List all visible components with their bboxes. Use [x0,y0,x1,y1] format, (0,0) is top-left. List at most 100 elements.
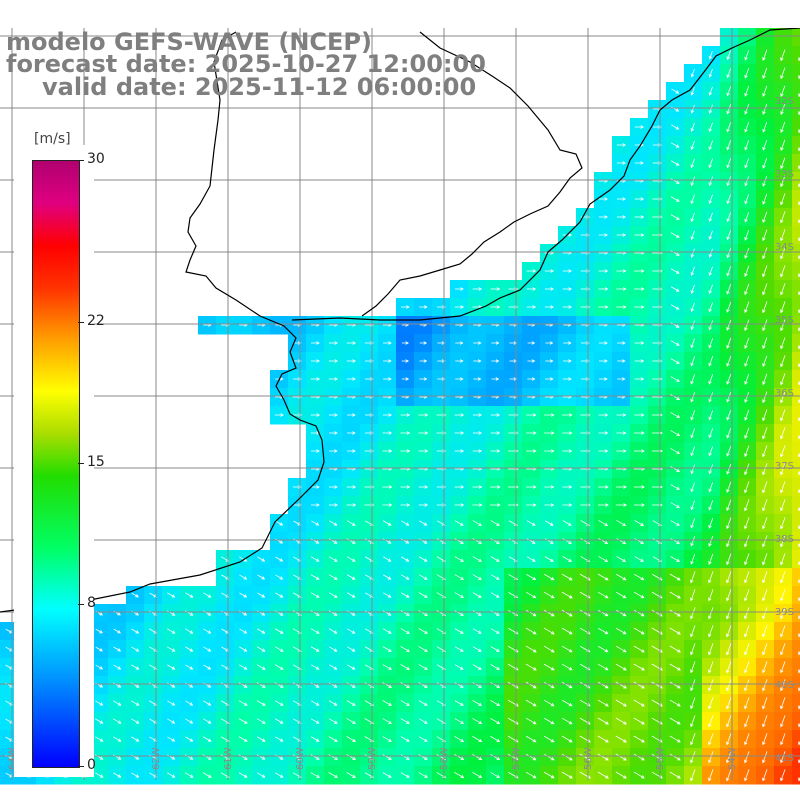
wind-arrow [615,717,627,725]
wind-arrow [401,556,410,562]
wind-arrow [455,341,464,345]
wind-arrow [185,736,194,742]
wind-arrow [544,573,555,581]
wind-arrow [726,499,732,512]
wind-arrow [726,589,732,602]
wind-arrow [454,503,465,507]
wind-arrow [708,661,714,674]
wind-speed-cell [792,64,800,83]
wind-arrow [221,646,230,652]
wind-arrow [490,520,500,526]
wind-arrow [633,681,645,689]
wind-arrow [400,664,411,670]
wind-arrow [690,589,696,602]
wind-arrow [310,718,320,724]
wind-arrow [418,700,428,706]
wind-arrow [545,341,554,345]
colorbar-tick-mark [78,766,84,767]
wind-arrow [780,265,786,278]
wind-arrow [418,682,428,688]
wind-arrow [690,607,696,620]
longitude-label: 62W [151,747,162,770]
wind-arrow [670,394,681,400]
wind-arrow [708,535,714,547]
latitude-label: 40S [774,680,794,691]
wind-arrow [328,503,339,507]
wind-arrow [671,142,680,148]
wind-speed-cell [792,604,800,623]
wind-arrow [633,753,645,761]
wind-arrow [130,700,140,706]
wind-arrow [562,287,573,291]
wind-arrow [543,609,555,617]
wind-arrow [328,556,338,562]
wind-arrow [744,103,750,115]
wind-arrow [780,661,786,674]
wind-arrow [762,85,768,97]
wind-arrow [762,391,768,404]
wind-arrow [726,248,732,259]
wind-speed-cell [792,658,800,677]
wind-arrow [726,715,732,728]
wind-arrow [762,589,768,602]
wind-speed-cell [792,244,800,263]
wind-arrow [597,699,609,707]
wind-arrow [633,663,645,671]
wind-arrow [598,449,609,453]
wind-speed-cell [792,748,800,767]
wind-arrow [762,445,768,458]
wind-arrow [616,556,627,562]
wind-arrow [527,359,536,363]
wind-arrow [418,574,428,580]
wind-arrow [561,753,573,761]
wind-arrow [744,661,750,674]
wind-arrow [762,211,768,224]
wind-arrow [561,591,573,599]
wind-arrow [744,517,750,530]
wind-arrow [131,646,140,652]
wind-arrow [328,628,338,634]
wind-arrow [256,772,266,778]
wind-arrow [310,754,320,760]
latitude-label: 36S [774,388,794,399]
wind-arrow [239,574,248,580]
wind-arrow [543,699,555,707]
wind-arrow [615,627,627,635]
wind-arrow [203,700,212,706]
colorbar-unit-label: [m/s] [34,131,71,147]
wind-arrow [490,556,500,562]
wind-arrow [708,266,713,277]
wind-arrow [473,341,482,345]
wind-arrow [525,681,537,689]
wind-arrow [616,215,627,219]
wind-speed-cell [792,586,800,605]
wind-arrow [669,645,681,653]
wind-arrow [708,679,714,692]
wind-arrow [490,485,501,489]
wind-arrow [780,769,786,782]
wind-arrow [780,67,786,80]
wind-arrow [490,718,501,725]
wind-arrow [670,250,680,256]
wind-arrow [669,591,681,599]
wind-arrow [347,628,356,634]
wind-arrow [708,302,714,313]
wind-arrow [562,377,572,381]
wind-arrow [185,718,194,724]
wind-arrow [690,122,695,132]
longitude-label: 60W [295,747,306,770]
wind-arrow [561,627,573,635]
wind-speed-cell [792,352,800,371]
wind-arrow [708,571,714,584]
wind-arrow [472,628,482,634]
wind-arrow [346,449,356,453]
wind-arrow [780,121,786,133]
wind-arrow [382,520,392,526]
wind-arrow [400,485,411,489]
wind-arrow [726,158,732,169]
wind-speed-cell [792,532,800,551]
wind-arrow [328,431,338,435]
wind-arrow [346,341,357,345]
wind-arrow [221,628,230,634]
wind-arrow [545,377,554,381]
